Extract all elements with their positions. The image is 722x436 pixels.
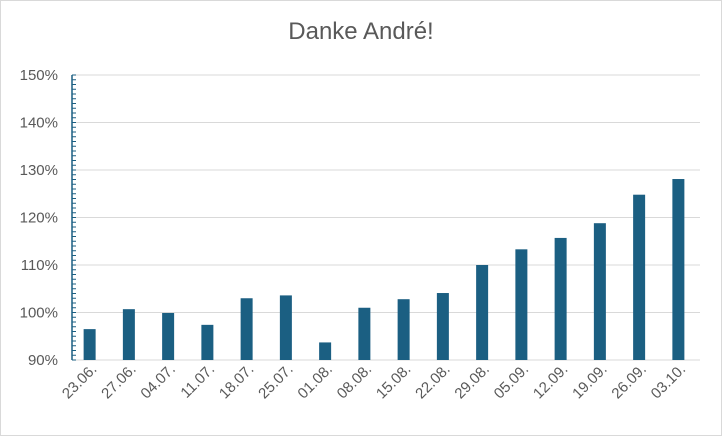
x-tick-label: 22.08. [412,361,454,403]
x-tick-label: 26.09. [608,361,650,403]
bar [397,299,410,360]
y-tick-label: 150% [20,67,58,84]
bars [83,179,685,360]
bar [436,293,449,360]
y-tick-label: 90% [28,352,58,369]
y-tick-labels: 90% 100% 110% 120% 130% 140% 150% [20,67,58,369]
bar [240,298,253,360]
x-tick-label: 05.09. [491,361,533,403]
x-tick-label: 01.08. [294,361,336,403]
bar [358,307,371,360]
y-tick-label: 110% [21,257,58,274]
x-tick-label: 12.09. [530,361,572,403]
y-tick-label: 140% [20,115,58,132]
bar [672,179,685,360]
chart-title: Danke André! [288,18,434,45]
x-tick-label: 19.09. [569,361,611,403]
bar [122,309,135,360]
bar [279,295,292,360]
bar [319,342,332,360]
bar [476,265,489,360]
x-tick-label: 15.08. [373,361,415,403]
x-tick-labels: 23.06.27.06.04.07.11.07.18.07.25.07.01.0… [59,361,689,403]
x-tick-label: 04.07. [137,361,179,403]
bar [162,312,175,360]
y-tick-label: 130% [20,162,58,179]
x-tick-label: 23.06. [59,361,101,403]
x-tick-label: 18.07. [216,361,258,403]
bar [554,237,567,360]
x-tick-label: 29.08. [451,361,493,403]
y-axis [71,74,76,361]
x-tick-label: 08.08. [334,361,376,403]
bar [633,194,646,360]
x-tick-label: 25.07. [255,361,297,403]
x-tick-label: 11.07. [177,361,218,402]
bar [593,223,606,360]
y-tick-label: 100% [20,305,58,322]
x-tick-label: 03.10. [648,361,690,403]
y-tick-label: 120% [20,210,58,227]
x-tick-label: 27.06. [98,361,140,403]
bar [201,324,214,360]
bar [515,249,528,360]
bar [83,329,96,360]
